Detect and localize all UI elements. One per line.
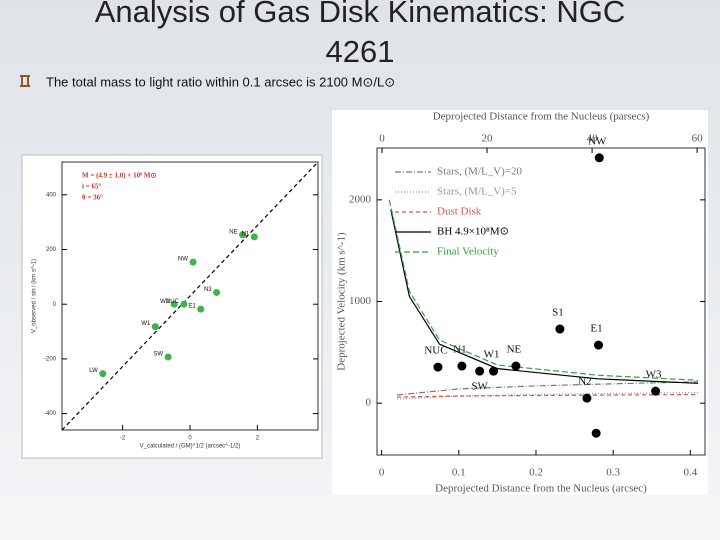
legend-label: BH 4.9×10⁸M⊙ <box>437 226 509 238</box>
data-point <box>457 361 467 371</box>
point-label: N1 <box>453 344 466 356</box>
model-curve <box>397 381 699 396</box>
data-point <box>593 340 603 350</box>
x2-tick-label: 40 <box>587 133 599 145</box>
slide-title: Analysis of Gas Disk Kinematics: NGC 4261 <box>95 0 626 69</box>
point-label: NW <box>588 135 607 147</box>
point-label: W1 <box>141 321 151 327</box>
y-tick-label: 2000 <box>349 193 372 205</box>
data-point <box>197 305 205 313</box>
point-label: W2 <box>160 299 170 305</box>
x-axis-label: V_calculated / (GM)^1/2 (arcsec^-1/2) <box>140 444 241 450</box>
point-label: SW <box>153 352 163 358</box>
data-point <box>433 362 443 372</box>
x2-tick-label: 0 <box>379 133 385 145</box>
data-point <box>582 393 592 403</box>
data-point <box>555 324 565 334</box>
point-label: N1 <box>242 232 250 238</box>
point-label: SW <box>471 381 488 393</box>
y-tick-label: -200 <box>44 356 57 362</box>
point-label: E1 <box>590 323 602 335</box>
legend-label: Stars, (M/L_V)=5 <box>437 186 517 198</box>
point-label: N3 <box>204 287 212 293</box>
legend-label: Final Velocity <box>437 246 499 258</box>
x-tick-label: 0 <box>379 467 385 479</box>
x-axis-label: Deprojected Distance from the Nucleus (a… <box>435 483 647 495</box>
point-label: NE <box>229 229 237 235</box>
x-tick-label: 0 <box>188 436 192 442</box>
point-label: E1 <box>188 304 196 310</box>
x-tick-label: 2 <box>256 436 260 442</box>
bullet-icon <box>20 75 30 87</box>
model-curve <box>390 209 699 384</box>
point-label: S1 <box>552 307 564 319</box>
annotation: M = (4.9 ± 1.0) × 10⁸ M⊙ <box>82 172 157 180</box>
data-point <box>250 233 258 241</box>
x-tick-label: -2 <box>120 436 126 442</box>
y-tick-label: 200 <box>46 247 57 253</box>
data-point <box>170 300 178 308</box>
data-point <box>180 300 188 308</box>
y-tick-label: 400 <box>46 192 57 198</box>
x2-tick-label: 20 <box>482 133 494 145</box>
right-panel <box>332 110 708 495</box>
point-label: LW <box>89 368 98 374</box>
fit-line <box>61 161 319 431</box>
y-tick-label: 0 <box>366 397 372 409</box>
y-axis-label: Deprojected Velocity (km s^-1) <box>336 232 348 371</box>
point-label: W1 <box>484 349 500 361</box>
legend-label: Dust Disk <box>437 206 482 218</box>
point-label: NW <box>178 257 188 263</box>
data-point <box>213 288 221 296</box>
x-tick-label: 0.1 <box>452 467 466 479</box>
data-point <box>239 231 247 239</box>
point-label: NUC <box>166 299 180 305</box>
data-point <box>99 370 107 378</box>
x-tick-label: 0.3 <box>606 467 620 479</box>
data-point <box>475 366 485 376</box>
x-tick-label: 0.4 <box>683 467 697 479</box>
data-point <box>189 258 197 266</box>
y-tick-label: -400 <box>44 411 57 417</box>
x2-tick-label: 60 <box>692 133 704 145</box>
annotation: θ = 36° <box>82 194 103 202</box>
legend-label: Stars, (M/L_V)=20 <box>437 166 523 178</box>
data-point <box>489 366 499 376</box>
bullet-text: The total mass to light ratio within 0.1… <box>46 74 395 89</box>
y-tick-label: 0 <box>53 302 57 308</box>
annotation: i = 65° <box>82 183 101 191</box>
data-point <box>511 361 521 371</box>
point-label: N2 <box>578 376 591 388</box>
point-label: W3 <box>646 369 662 381</box>
x2-axis-label: Deprojected Distance from the Nucleus (p… <box>433 111 650 123</box>
model-curve <box>388 199 699 381</box>
model-curve <box>397 391 699 400</box>
x-tick-label: 0.2 <box>529 467 543 479</box>
point-label: NUC <box>424 345 447 357</box>
y-tick-label: 1000 <box>349 295 372 307</box>
data-point <box>591 428 601 438</box>
data-point <box>151 323 159 331</box>
point-label: NE <box>507 344 522 356</box>
data-point <box>651 386 661 396</box>
data-point <box>594 153 604 163</box>
y-axis-label: V_observed / sin i (km s^-1) <box>32 259 38 333</box>
data-point <box>164 353 172 361</box>
